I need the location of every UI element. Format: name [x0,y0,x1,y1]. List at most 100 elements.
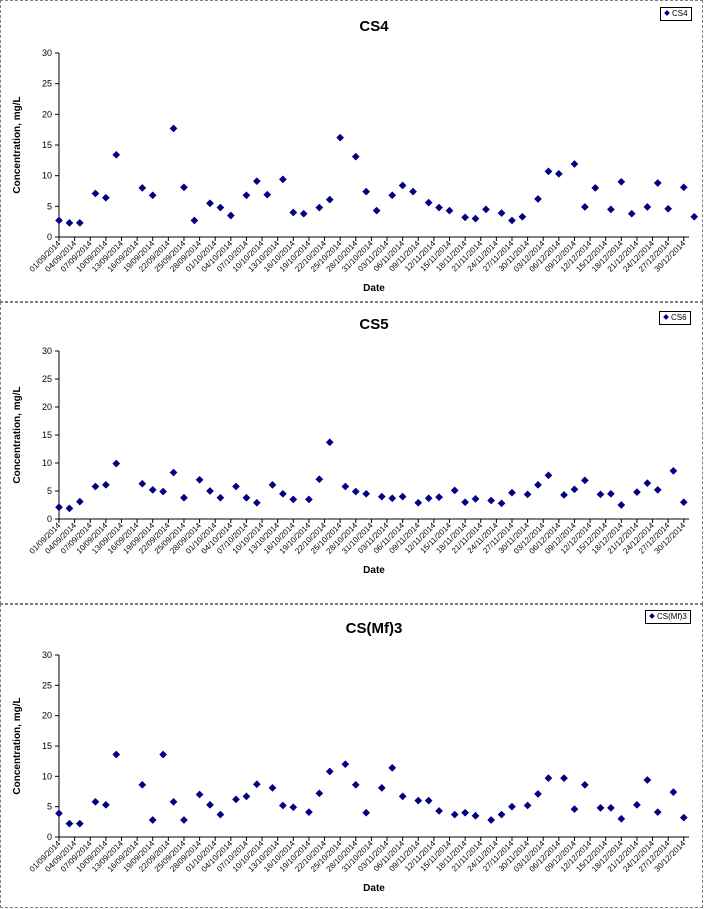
y-tick-label: 25 [42,79,52,89]
legend-csmf3: CS(Mf)3 [645,610,691,624]
data-point [606,803,615,812]
data-point [180,183,188,192]
data-point [414,498,423,507]
chart-title: CS4 [359,18,389,35]
data-point [299,209,308,218]
data-point [278,801,287,810]
x-axis-label: Date [363,883,385,894]
data-point [424,494,433,503]
data-point [289,803,298,812]
data-point [159,487,168,496]
data-point [91,189,100,198]
data-point [75,497,84,506]
data-point [226,211,235,220]
y-tick-label: 5 [47,802,52,812]
chart-panel-cs5: CS5 0 5 10 15 20 25 30 01/09/2014 04/09/2014 07/09… [0,302,703,604]
y-tick-label: 20 [42,402,52,412]
data-point [278,175,287,184]
data-point [341,760,350,769]
data-point [523,490,532,499]
legend-entry: CS4 [672,9,688,18]
data-point [341,482,350,491]
data-point [388,191,397,200]
y-tick-label: 10 [42,458,52,468]
y-tick-label: 30 [42,48,52,58]
data-point [679,813,688,822]
data-point [471,214,480,223]
data-point [169,468,178,477]
data-point [398,492,407,501]
data-point [450,486,459,495]
y-tick-label: 0 [47,832,52,842]
data-point [206,800,214,809]
data-point [325,195,334,204]
data-point [91,482,100,491]
data-point [544,471,553,480]
data-point [554,169,563,178]
data-point [664,204,673,213]
data-point [534,480,542,489]
data-point [216,810,225,819]
data-point [435,203,444,212]
data-point [159,750,168,759]
data-point [362,187,371,196]
data-point [325,438,334,447]
data-point [632,800,641,809]
data-point [461,498,470,507]
data-point [481,205,490,214]
data-point [632,488,641,497]
y-tick-label: 15 [42,741,52,751]
y-tick-label: 10 [42,171,52,181]
data-point [351,780,360,789]
data-point [195,790,204,799]
data-point [112,459,121,468]
data-point [362,489,371,498]
data-point [351,152,360,161]
data-point [252,498,261,507]
chart-title: CS5 [359,316,388,333]
data-point [351,487,360,496]
data-point [206,199,214,208]
data-point [65,819,74,828]
data-point [508,802,516,811]
data-point [101,800,110,809]
y-tick-label: 15 [42,140,52,150]
data-point [169,797,178,806]
y-tick-label: 20 [42,109,52,119]
data-point [534,195,542,203]
data-point [148,191,157,200]
data-point [372,206,381,215]
data-point [148,485,157,494]
y-tick-label: 5 [47,201,52,211]
data-point [263,190,272,199]
y-tick-label: 30 [42,346,52,356]
data-point [497,209,506,218]
data-point [289,495,298,504]
data-point [596,803,605,812]
data-point [580,202,589,211]
data-point [534,789,542,798]
data-point [560,774,568,783]
data-point [461,213,470,222]
legend-entry: CS(Mf)3 [657,612,687,621]
data-point [653,485,662,494]
y-tick-label: 25 [42,680,52,690]
data-point [398,792,407,801]
data-point [461,808,470,817]
data-point [75,218,84,227]
data-point [195,475,204,484]
data-point [627,209,636,218]
data-point [398,181,407,190]
data-point [377,783,386,792]
data-point [180,493,188,502]
data-point [252,780,261,789]
data-point [617,814,626,823]
data-point [679,183,688,192]
data-point [289,208,298,217]
data-point [445,206,454,215]
data-point [424,796,433,805]
data-point [570,485,579,494]
legend-cs5: CS6 [659,311,691,325]
data-point [508,216,516,225]
data-point [414,796,423,805]
